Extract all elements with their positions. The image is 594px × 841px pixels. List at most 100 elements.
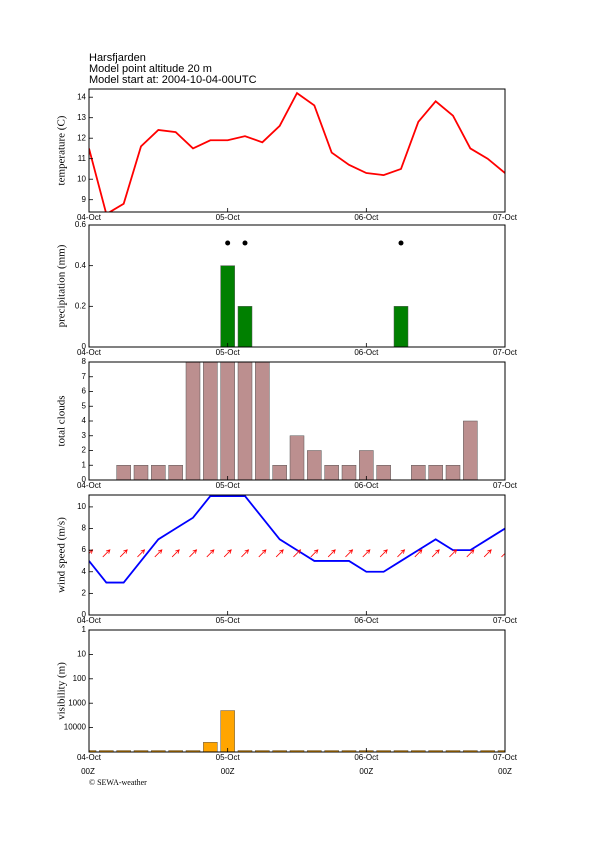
bar (324, 465, 339, 480)
bar (376, 750, 391, 752)
wind-arrow (171, 549, 180, 558)
y-tick-label: 12 (77, 133, 86, 142)
wind-arrow (466, 549, 475, 558)
bar (255, 362, 270, 480)
wind-arrow (223, 549, 232, 558)
x-tick-label: 07-Oct (493, 348, 518, 357)
bar (237, 306, 253, 347)
y-axis-label: total clouds (56, 395, 68, 446)
bar (99, 750, 114, 752)
wind-arrow (501, 550, 505, 558)
bar (237, 750, 253, 752)
bar (133, 465, 149, 480)
bar (203, 362, 218, 480)
x-tick-label: 05-Oct (216, 616, 241, 625)
bar (307, 750, 322, 752)
x-tick-label: 06-Oct (354, 616, 379, 625)
bar (341, 465, 357, 480)
bar (116, 750, 131, 752)
wind-arrow (258, 549, 267, 558)
x-tick-label: 05-Oct (216, 753, 241, 762)
bar (185, 362, 201, 480)
y-tick-label: 7 (82, 372, 87, 381)
y-tick-label: 5 (82, 401, 87, 410)
y-tick-label: 0.2 (75, 301, 87, 310)
wind-arrow (154, 549, 163, 558)
wind-arrow (102, 549, 111, 558)
bar (168, 465, 183, 480)
bar (289, 750, 305, 752)
y-tick-label: 3 (82, 431, 87, 440)
y-tick-label: 10 (77, 174, 86, 183)
panel-frame (88, 629, 506, 753)
y-axis-label: precipitation (mm) (56, 244, 68, 327)
panel-frame (88, 88, 506, 213)
bar (463, 420, 478, 480)
wind-arrow (189, 549, 198, 558)
line (89, 495, 505, 584)
wind-arrow (483, 549, 492, 558)
bar (463, 750, 478, 752)
x-tick-label: 06-Oct (354, 481, 379, 490)
bar (203, 742, 218, 752)
symbol-dot (398, 240, 404, 246)
y-axis-label: temperature (C) (56, 115, 68, 185)
bar (272, 465, 287, 480)
y-tick-label: 8 (82, 524, 87, 533)
x-tick-label: 04-Oct (77, 348, 102, 357)
bar (289, 435, 305, 480)
altitude: Model point altitude 20 m (89, 63, 212, 75)
y-tick-label: 14 (77, 92, 86, 101)
y-tick-label: 8 (82, 357, 87, 366)
wind-arrow (293, 549, 302, 558)
x-tick-label: 06-Oct (354, 213, 379, 222)
x-tick-label: 04-Oct (77, 213, 102, 222)
bar (497, 750, 505, 752)
bar (445, 465, 461, 480)
bar (428, 750, 443, 752)
wind-arrow (414, 549, 423, 558)
bar (411, 750, 426, 752)
wind-arrow (327, 549, 336, 558)
x-tick-label: 05-Oct (216, 481, 241, 490)
x-tick-sublabel: 00Z (498, 767, 512, 776)
bar (89, 750, 97, 752)
x-tick-label: 06-Oct (354, 348, 379, 357)
y-tick-label: 13 (77, 113, 86, 122)
x-tick-label: 07-Oct (493, 481, 518, 490)
x-tick-label: 04-Oct (77, 481, 102, 490)
x-tick-label: 05-Oct (216, 348, 241, 357)
y-tick-label: 2 (82, 446, 87, 455)
bar (133, 750, 149, 752)
x-tick-label: 04-Oct (77, 753, 102, 762)
bar (220, 710, 235, 752)
bar (480, 750, 495, 752)
panel (220, 265, 409, 347)
wind-arrow (137, 549, 146, 558)
bar (393, 306, 409, 347)
y-tick-label: 1 (82, 460, 87, 469)
bar (220, 362, 235, 480)
bar (359, 450, 374, 480)
line (89, 91, 505, 212)
bar (151, 465, 166, 480)
x-tick-sublabel: 00Z (81, 767, 95, 776)
station-name: Harsfjarden (89, 52, 146, 64)
copyright: © SEWA-weather (89, 778, 147, 787)
y-tick-label: 0.6 (75, 220, 87, 229)
wind-arrow (310, 549, 319, 558)
bar (116, 465, 131, 480)
bar (185, 750, 201, 752)
y-tick-label: 2 (82, 588, 87, 597)
y-axis-label: visibility (m) (56, 662, 68, 720)
bar (151, 750, 166, 752)
bar (393, 750, 409, 752)
bar (255, 750, 270, 752)
wind-arrow (241, 549, 250, 558)
symbol-dot (242, 240, 248, 246)
y-tick-label: 4 (82, 567, 87, 576)
wind-arrow (275, 549, 284, 558)
bar (168, 750, 183, 752)
x-tick-sublabel: 00Z (359, 767, 373, 776)
